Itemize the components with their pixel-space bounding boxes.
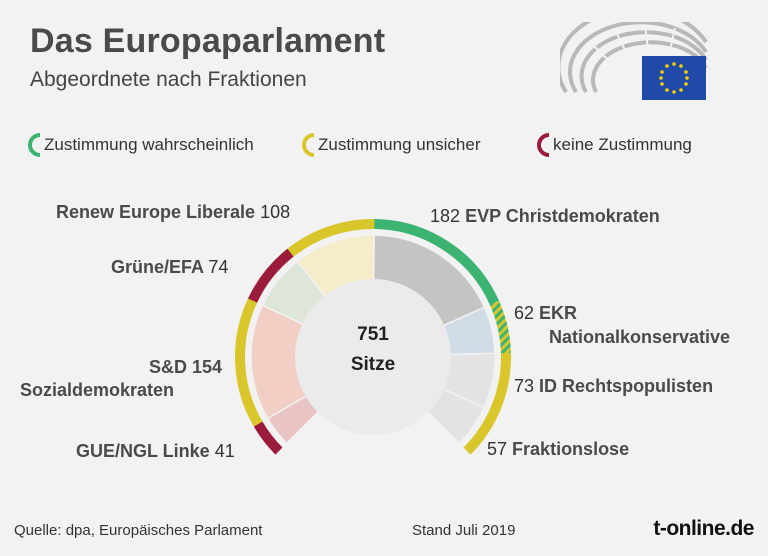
source-text: Quelle: dpa, Europäisches Parlament [14,522,263,539]
label-sd-name: Sozialdemokraten [20,380,175,400]
label-gruene-num: 74 [208,257,229,277]
label-sd-line1: S&D 154 [149,356,222,378]
rim-gr-ne-efa [248,248,294,303]
brand-logo: t-online.de [653,517,754,540]
rim-renew-europe-liberale [287,219,375,257]
date-text: Stand Juli 2019 [412,522,516,539]
page-title: Das Europaparlament [30,22,386,60]
label-ekr-name1: EKR [539,303,578,323]
rim-id-rechtspopulisten [489,352,511,415]
arc-red-icon [537,133,550,157]
label-gruene-name: Grüne/EFA [111,257,204,277]
label-evp: 182 EVP Christdemokraten [430,205,660,227]
page-subtitle: Abgeordnete nach Fraktionen [30,68,307,91]
rim-ekr-nationalkonservative [489,300,511,354]
label-fraktionslose-name: Fraktionslose [512,439,630,459]
label-ekr-name2: Nationalkonservative [549,327,731,347]
label-renew-name: Renew Europe Liberale [56,202,256,222]
legend-likely-label: Zustimmung wahrscheinlich [44,135,254,154]
rim-fraktionslose [463,409,499,455]
legend-no-label: keine Zustimmung [553,135,692,154]
label-renew: Renew Europe Liberale 108 [56,201,290,223]
label-guengl-num: 41 [214,441,235,461]
label-id: 73 ID Rechtspopulisten [514,375,713,397]
label-sd-num: S&D 154 [149,357,223,377]
label-renew-num: 108 [260,202,291,222]
label-evp-name: EVP Christdemokraten [465,206,660,226]
center-number: 751 [357,324,389,345]
label-guengl-name: GUE/NGL Linke [76,441,210,461]
label-evp-num: 182 [430,206,461,226]
label-id-name: ID Rechtspopulisten [539,376,714,396]
label-fraktionslose: 57 Fraktionslose [487,438,629,460]
arc-green-icon [28,133,41,157]
label-guengl: GUE/NGL Linke 41 [76,440,235,462]
legend-unsure-label: Zustimmung unsicher [318,135,481,154]
label-ekr-line1: 62 EKR [514,302,577,324]
center-total: 751 Sitze [318,320,428,380]
center-label: Sitze [350,354,396,375]
label-ekr-line2: Nationalkonservative [549,326,730,348]
label-id-num: 73 [514,376,535,396]
rim-gue-ngl-linke [253,421,283,455]
arc-yellow-icon [302,133,315,157]
label-gruene: Grüne/EFA 74 [111,256,228,278]
legend-no: keine Zustimmung [537,132,692,158]
label-ekr-num: 62 [514,303,535,323]
legend-likely: Zustimmung wahrscheinlich [28,132,254,158]
label-fraktionslose-num: 57 [487,439,508,459]
center-hole [295,279,451,435]
label-sd-line2: Sozialdemokraten [20,379,174,401]
legend-unsure: Zustimmung unsicher [302,132,481,158]
rim-evp-christdemokraten [374,219,500,305]
rim-s-d-sozialdemokraten [235,298,263,427]
parliament-icon [560,22,708,100]
